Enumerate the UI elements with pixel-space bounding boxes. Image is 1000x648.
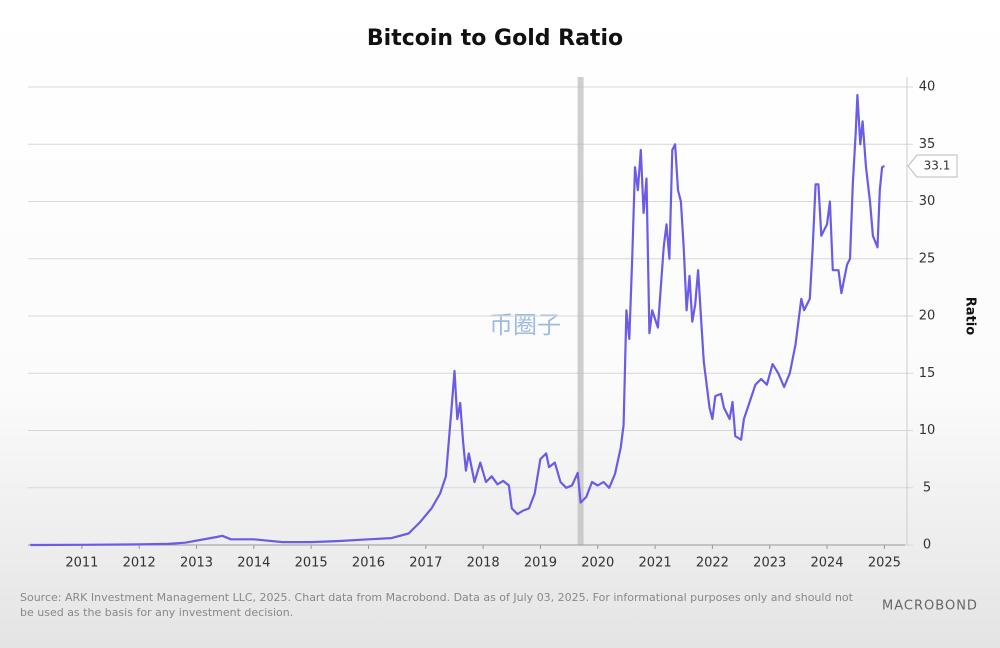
watermark: 币圈子: [489, 311, 561, 339]
x-tick-label: 2013: [180, 556, 213, 571]
source-note: Source: ARK Investment Management LLC, 2…: [20, 591, 853, 619]
y-tick-label: 25: [919, 251, 936, 266]
x-tick-label: 2014: [237, 556, 270, 571]
x-tick-label: 2011: [65, 556, 98, 571]
x-tick-label: 2012: [123, 556, 156, 571]
x-tick-label: 2015: [295, 556, 328, 571]
y-tick-label: 40: [919, 80, 936, 95]
x-tick-label: 2023: [753, 556, 786, 571]
x-tick-label: 2022: [696, 556, 729, 571]
x-tick-label: 2019: [524, 556, 557, 571]
x-tick-label: 2016: [352, 556, 385, 571]
data-line: [30, 93, 885, 547]
y-tick-label: 35: [919, 137, 936, 152]
x-tick-label: 2025: [868, 556, 901, 571]
x-tick-label: 2020: [581, 556, 614, 571]
x-tick-label: 2021: [639, 556, 672, 571]
y-tick-label: 20: [919, 309, 936, 324]
y-tick-label: 0: [923, 538, 931, 553]
y-tick-label: 15: [919, 366, 936, 381]
x-tick-label: 2024: [810, 556, 843, 571]
x-tick-label: 2017: [409, 556, 442, 571]
source-box: Source: ARK Investment Management LLC, 2…: [20, 591, 853, 619]
logo: MACROBOND: [882, 599, 978, 614]
end-label-box: [907, 154, 958, 178]
shaded-period: [577, 77, 584, 545]
x-tick-label: 2018: [467, 556, 500, 571]
y-tick-label: 10: [919, 423, 936, 438]
y-axis-title: Ratio: [963, 297, 978, 335]
y-tick-label: 5: [923, 480, 931, 495]
end-label: 33.1: [924, 159, 951, 173]
y-tick-label: 30: [919, 194, 936, 209]
chart-title: Bitcoin to Gold Ratio: [367, 26, 623, 51]
